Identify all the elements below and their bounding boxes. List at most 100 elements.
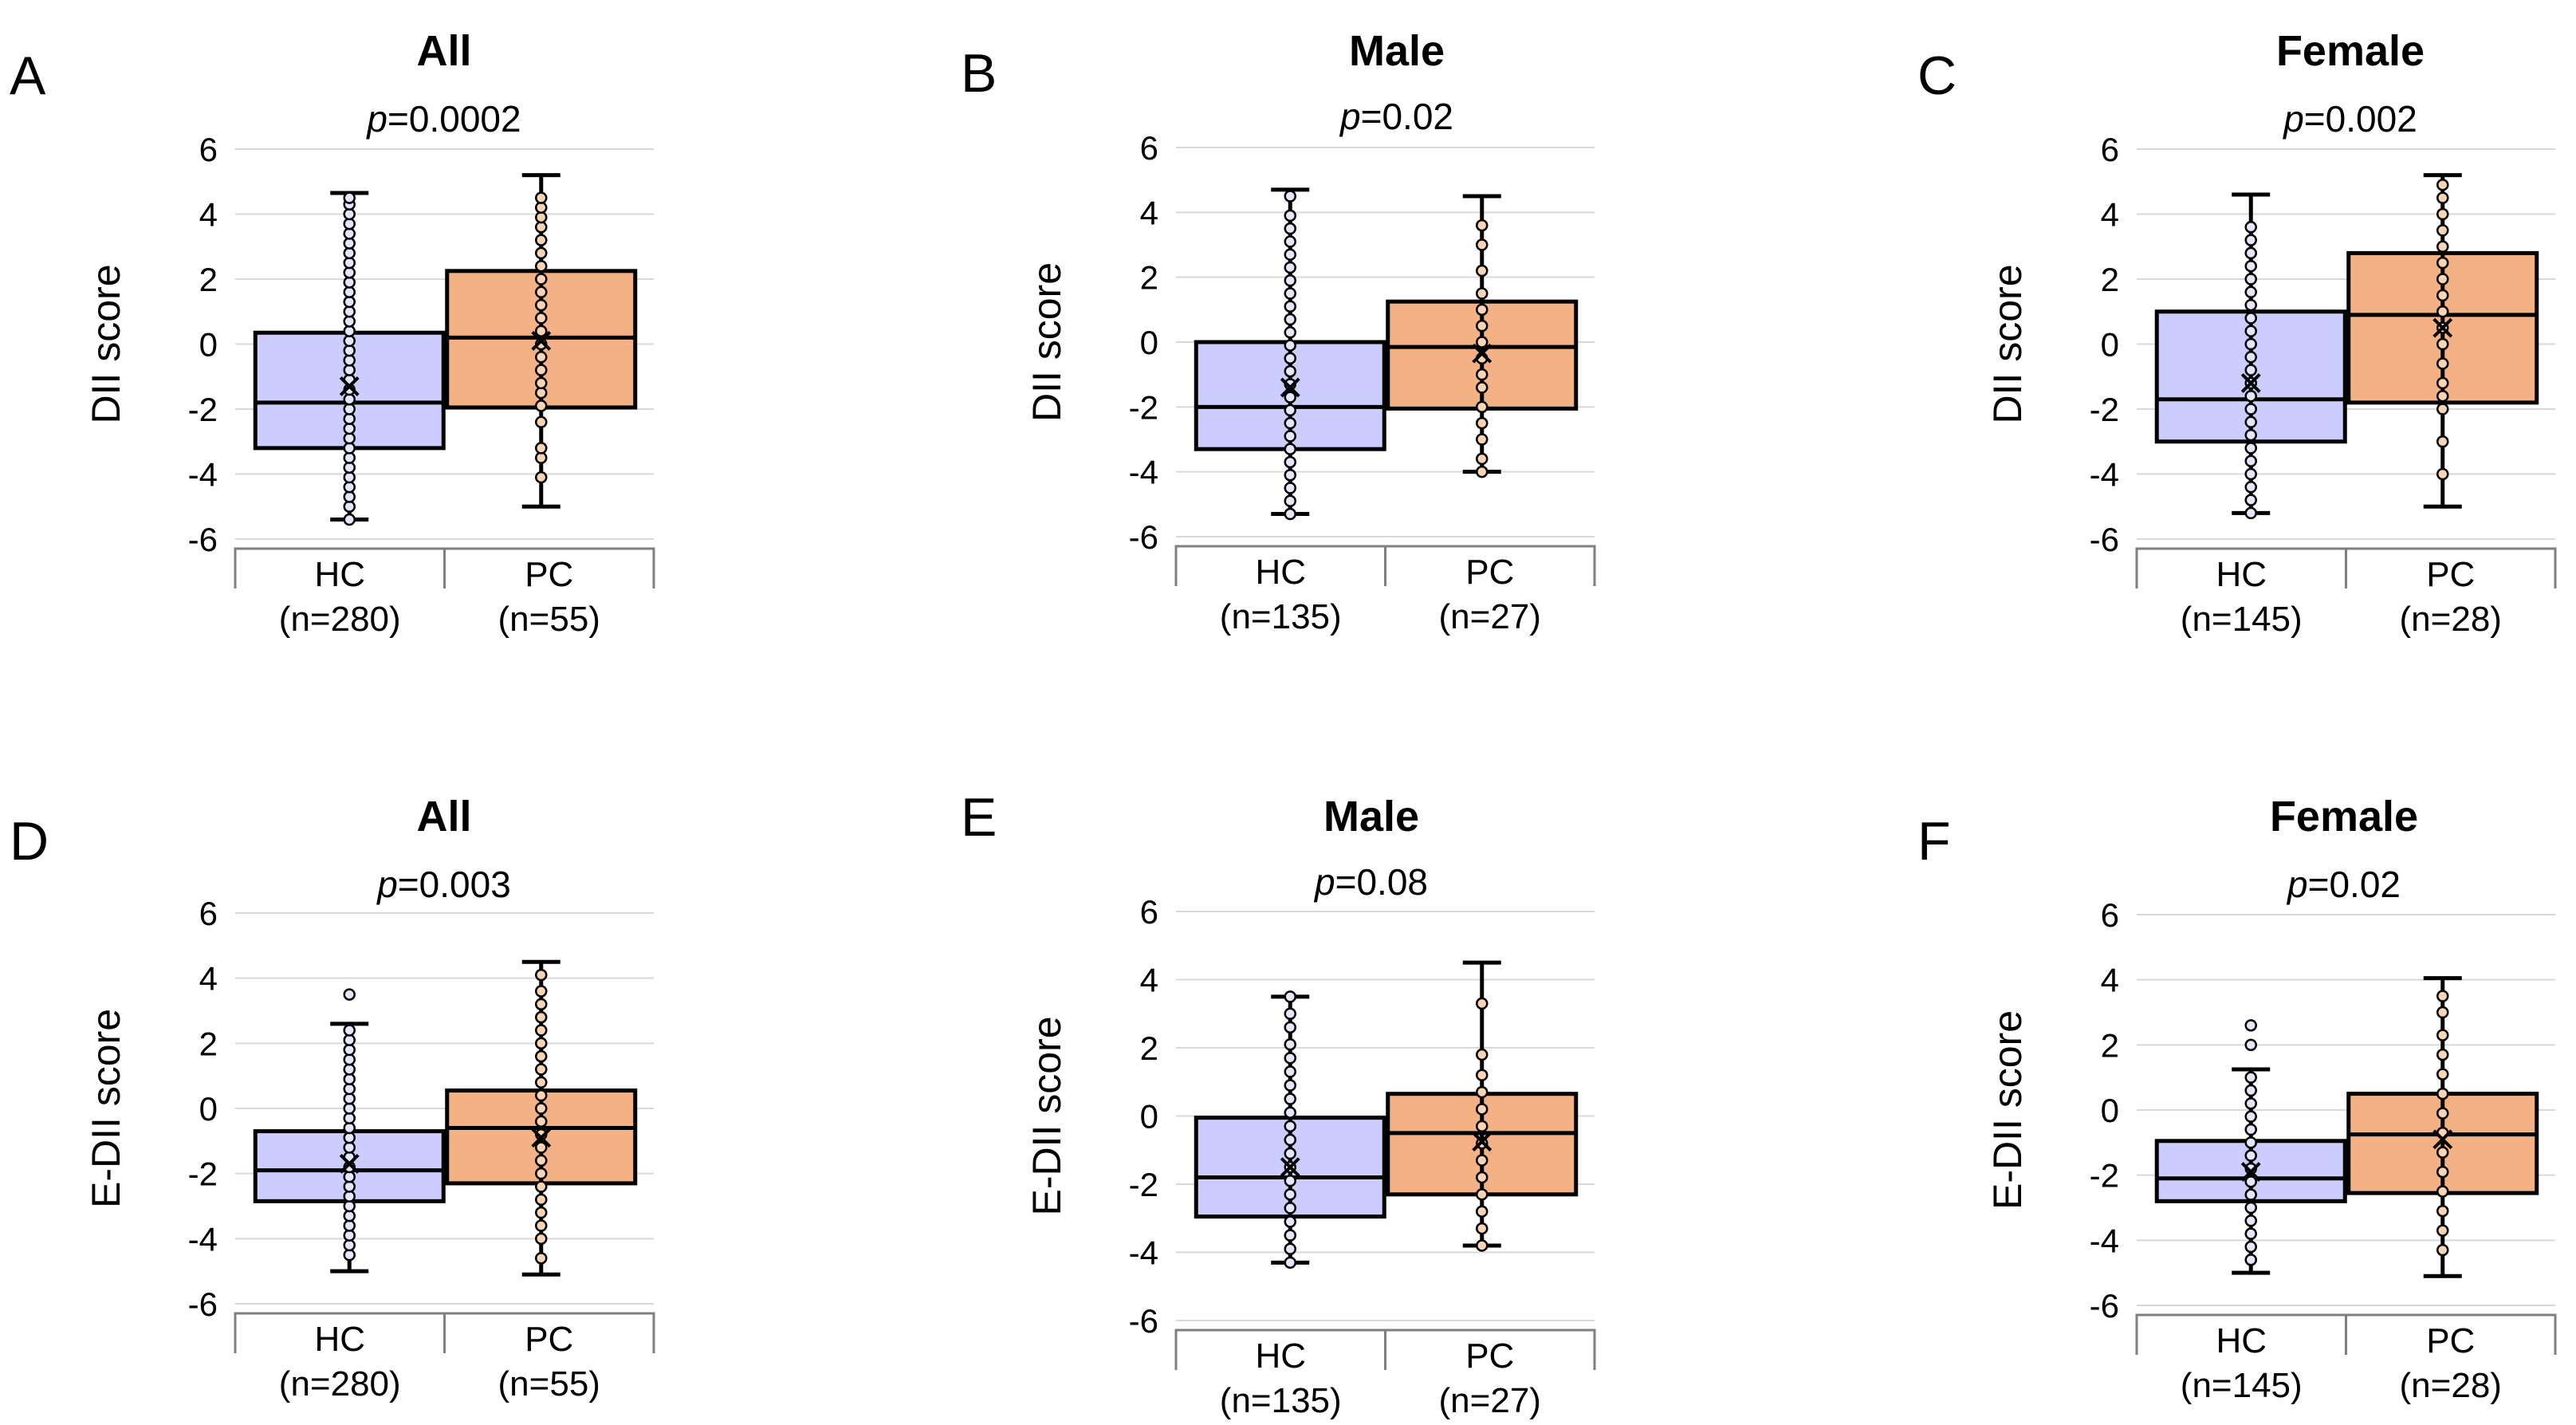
data-point [2436,990,2449,1002]
data-point [2244,246,2257,260]
data-point [2244,351,2257,364]
mean-marker [2240,1162,2261,1182]
category-n-label: (n=280) [279,600,401,639]
data-point [2436,357,2449,370]
y-tick-label: 2 [1140,1029,1158,1067]
category-n-label: (n=280) [279,1364,401,1403]
mean-marker [339,376,360,396]
data-point [1476,336,1489,348]
data-point [2244,1084,2257,1097]
data-point [535,1088,548,1102]
mean-marker [1280,377,1300,398]
data-point [535,985,548,998]
y-axis-label: E-DII score [84,1009,128,1208]
data-point [2436,1006,2449,1019]
panel-title: Male [1323,793,1419,840]
panel-title: Female [2276,27,2425,75]
panel-e: E Male p=0.08 6 4 2 0 -2 -4 -6 E-DII score HC (n=135… [961,787,1596,1420]
data-point [2436,337,2449,351]
p-value-prefix: p [365,98,387,140]
p-value-label: p=0.08 [1313,861,1428,903]
box-group-hc [253,988,446,1273]
data-point [2244,1175,2257,1188]
data-point [1476,1154,1489,1167]
y-tick-label: -2 [2090,391,2119,428]
mean-marker [531,1128,552,1148]
data-point [535,1010,548,1024]
data-point [1284,274,1296,287]
data-point [1284,391,1296,403]
data-point [1476,1103,1489,1116]
data-point [1476,1239,1489,1252]
box-group-hc [2154,1019,2347,1275]
data-point [535,1115,548,1128]
data-point [1284,352,1296,365]
data-point [2244,234,2257,246]
data-point [2244,259,2257,273]
y-tick-label: 0 [199,1090,218,1128]
mean-marker [1472,1132,1493,1151]
category-n-label: (n=145) [2181,1366,2303,1405]
data-point [1284,190,1296,203]
data-point [535,191,548,204]
data-point [1284,494,1296,508]
data-point [1284,1120,1296,1133]
data-point [535,442,548,455]
y-axis-label: DII score [84,264,128,423]
y-tick-label: 2 [2101,261,2119,298]
data-point [2436,1087,2449,1100]
data-point [535,1180,548,1193]
y-tick-label: 4 [199,196,218,234]
category-label: HC [314,555,365,594]
data-point [535,415,548,429]
y-axis-label: DII score [1025,262,1069,422]
data-point [1284,416,1296,430]
y-axis-label: E-DII score [1985,1010,2030,1210]
data-point [2244,389,2257,403]
data-point [535,1037,548,1050]
p-value-label: p=0.002 [2282,98,2417,140]
data-point [2244,312,2257,325]
data-point [2436,1048,2449,1061]
category-n-label: (n=27) [1439,1381,1541,1420]
x-axis-line [234,1312,655,1353]
data-point [1284,339,1296,352]
data-point [2244,455,2257,467]
data-point [2436,1068,2449,1081]
category-n-label: (n=135) [1220,1381,1342,1420]
data-point [535,351,548,364]
data-point [2244,337,2257,351]
p-value-prefix: p [2282,98,2304,140]
data-point [2436,289,2449,302]
panel-letter: F [1917,811,1951,872]
data-point [535,273,548,285]
data-point [1476,1048,1489,1061]
data-point [2244,1097,2257,1110]
y-tick-label: 0 [1140,324,1158,361]
data-point [2436,403,2449,415]
data-point [1284,990,1296,1003]
data-point [1284,300,1296,313]
data-point [535,1252,548,1265]
p-value-prefix: p [376,864,398,905]
y-tick-label: -6 [188,521,218,558]
data-point [535,259,548,273]
data-point [535,968,548,982]
data-point [1284,507,1296,521]
data-point [1284,1256,1296,1270]
data-point [1476,238,1489,251]
y-tick-label: -4 [188,456,218,494]
mean-marker [2432,1129,2453,1150]
y-tick-label: -2 [188,391,218,428]
data-point [1476,452,1489,466]
panel-letter: C [1917,45,1957,106]
data-point [2244,1214,2257,1227]
data-point [2244,415,2257,429]
y-tick-label: 0 [1140,1098,1158,1136]
y-tick-label: -2 [1129,1166,1158,1203]
box-group-pc [2346,173,2539,509]
p-value-number: =0.08 [1335,861,1428,903]
data-point [2436,305,2449,318]
mean-marker [2432,317,2453,338]
